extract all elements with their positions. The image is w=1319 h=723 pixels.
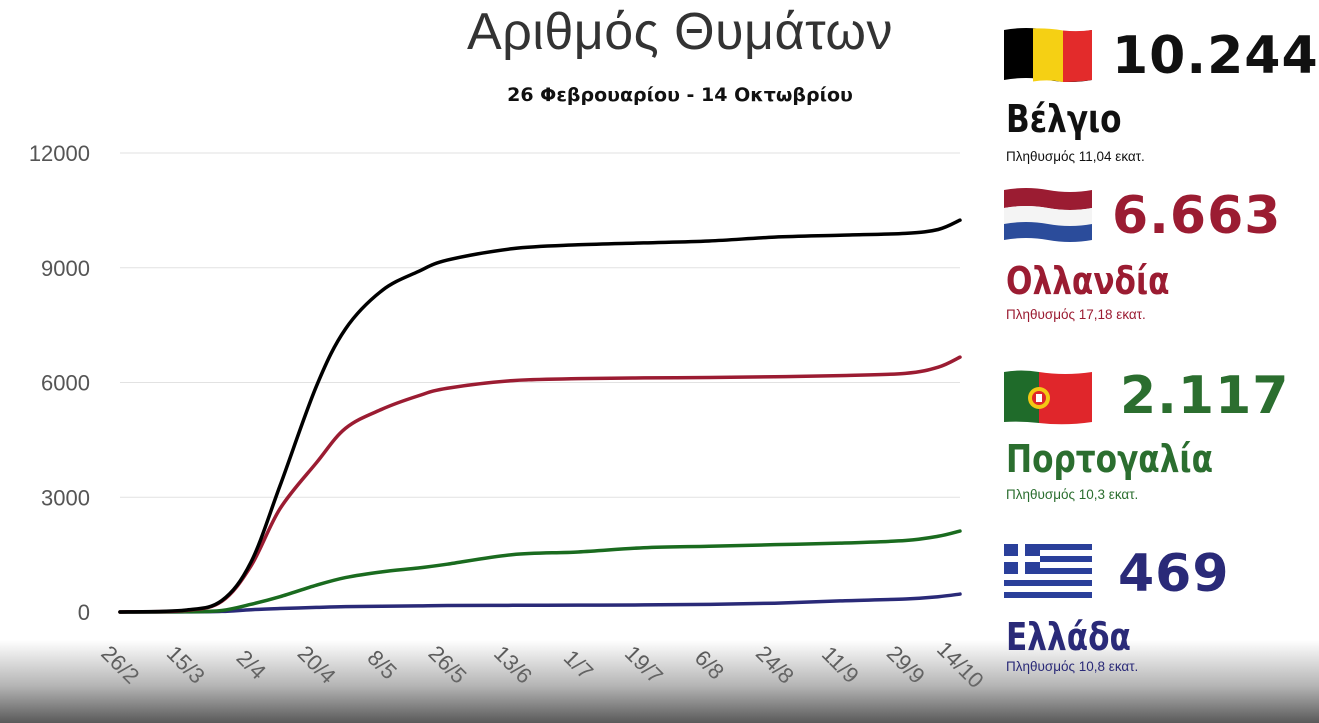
- panel-portugal: 2.117 Πορτογαλία Πληθυσμός 10,3 εκατ.: [1000, 364, 1319, 514]
- portugal-flag-icon: [1004, 368, 1092, 426]
- x-tick-label: 19/7: [620, 641, 668, 689]
- y-tick-label: 0: [78, 600, 90, 625]
- x-tick-label: 11/9: [817, 641, 864, 688]
- panel-belgium: 10.244 Βέλγιο Πληθυσμός 11,04 εκατ.: [1000, 22, 1319, 172]
- x-tick-label: 2/4: [232, 645, 271, 684]
- value-greece: 469: [1118, 544, 1230, 604]
- greece-flag-icon: [1004, 542, 1092, 600]
- y-tick-label: 6000: [41, 371, 90, 396]
- panel-greece: 469 Ελλάδα Πληθυσμός 10,8 εκατ.: [1000, 540, 1319, 690]
- x-tick-label: 15/3: [162, 641, 210, 689]
- netherlands-flag-icon: [1004, 186, 1092, 244]
- series-line-4: [118, 592, 962, 614]
- population-belgium: Πληθυσμός 11,04 εκατ.: [1006, 149, 1145, 164]
- belgium-flag-icon: [1004, 26, 1092, 84]
- x-tick-label: 14/10: [932, 636, 989, 693]
- x-tick-label: 24/8: [751, 641, 799, 689]
- value-belgium: 10.244: [1112, 26, 1319, 86]
- x-tick-label: 29/9: [882, 641, 930, 689]
- chart-title: Αριθμός Θυμάτων: [467, 3, 893, 61]
- series-line-1: [118, 218, 962, 614]
- deaths-line-chart: 0 3000 6000 9000 12000 26/2 15/3 2/4 20/4 8/5 26/5…: [29, 141, 989, 693]
- value-netherlands: 6.663: [1112, 186, 1282, 246]
- x-tick-label: 20/4: [293, 641, 341, 689]
- y-tick-label: 3000: [41, 485, 90, 510]
- x-tick-label: 26/2: [96, 641, 144, 689]
- y-tick-label: 12000: [29, 141, 90, 166]
- population-netherlands: Πληθυσμός 17,18 εκατ.: [1006, 307, 1146, 322]
- x-tick-label: 13/6: [489, 641, 537, 689]
- x-tick-label: 6/8: [690, 645, 729, 684]
- country-netherlands: Ολλανδία: [1006, 259, 1170, 303]
- population-portugal: Πληθυσμός 10,3 εκατ.: [1006, 487, 1139, 502]
- x-tick-label: 1/7: [559, 645, 598, 684]
- country-greece: Ελλάδα: [1006, 615, 1131, 659]
- x-tick-label: 26/5: [424, 641, 472, 689]
- x-tick-label: 8/5: [363, 645, 402, 684]
- country-belgium: Βέλγιο: [1006, 97, 1122, 141]
- y-tick-label: 9000: [41, 256, 90, 281]
- chart-subtitle: 26 Φεβρουαρίου - 14 Οκτωβρίου: [507, 84, 853, 106]
- series-line-3: [118, 529, 962, 614]
- value-portugal: 2.117: [1120, 366, 1290, 426]
- panel-netherlands: 6.663 Ολλανδία Πληθυσμός 17,18 εκατ.: [1000, 182, 1319, 332]
- series-line-2: [118, 355, 962, 614]
- population-greece: Πληθυσμός 10,8 εκατ.: [1006, 659, 1139, 674]
- country-portugal: Πορτογαλία: [1006, 437, 1213, 481]
